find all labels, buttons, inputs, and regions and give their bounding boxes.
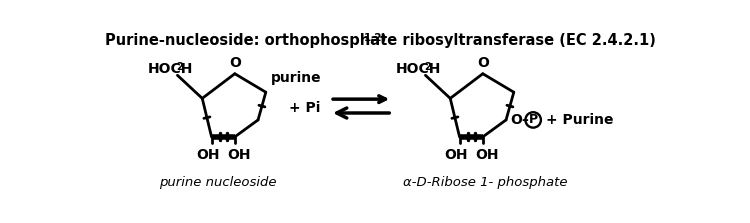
Text: 2: 2 (176, 62, 183, 72)
Text: OH: OH (228, 149, 251, 162)
Text: O: O (477, 56, 489, 70)
Text: Purine-nucleoside: orthophosphate ribosyltransferase (EC 2.4.2.1): Purine-nucleoside: orthophosphate ribosy… (105, 33, 662, 48)
Text: α-D-Ribose 1- phosphate: α-D-Ribose 1- phosphate (403, 176, 567, 189)
Text: purine nucleoside: purine nucleoside (159, 176, 277, 189)
Text: + Purine: + Purine (545, 113, 613, 127)
Text: 2: 2 (424, 62, 430, 72)
Text: purine: purine (271, 70, 321, 85)
Text: HOCH: HOCH (396, 62, 441, 76)
Text: OH: OH (445, 149, 468, 162)
Text: + Pi: + Pi (289, 101, 320, 115)
Text: OH: OH (196, 149, 220, 162)
Text: P: P (529, 114, 538, 126)
Text: OH: OH (476, 149, 500, 162)
Text: O–: O– (510, 113, 529, 127)
Text: HOCH: HOCH (148, 62, 194, 76)
Text: O: O (229, 56, 241, 70)
Text: 1,2): 1,2) (364, 33, 387, 43)
